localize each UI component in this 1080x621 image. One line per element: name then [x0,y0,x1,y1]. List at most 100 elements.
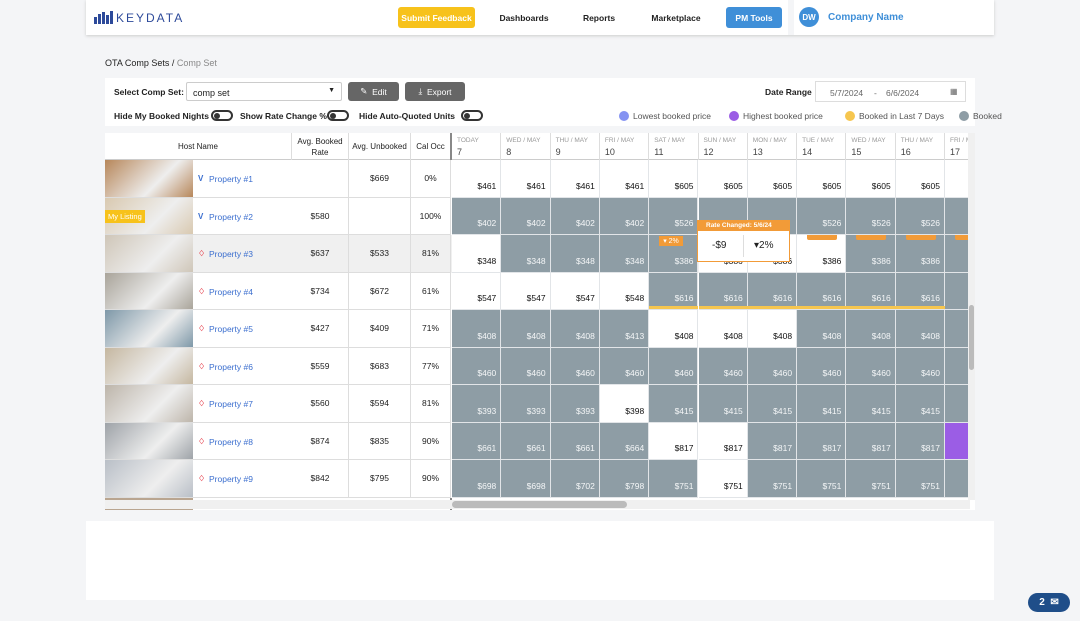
rate-change-badge: ▾ 2% [659,236,683,246]
date-day: WED / MAY [851,137,886,144]
nav-link[interactable]: Dashboards [499,12,549,23]
property-name[interactable]: Property #9 [209,474,253,484]
property-name[interactable]: Property #6 [209,361,253,372]
rate-cell: $751 [649,460,699,498]
row-avg-booked: $427 [292,310,349,348]
toggle-switch[interactable] [461,110,483,121]
v-scrollbar[interactable] [968,133,975,500]
chat-button[interactable]: 2 ✉ [1028,593,1070,612]
rate-cell: $408 [846,310,896,348]
popup-divider [743,235,744,257]
rate-cell: $616 [895,272,945,310]
rate-cell: $616 [846,272,896,310]
rate-cell: $798 [599,460,650,498]
rate-cell: $616 [698,272,748,310]
source-icon: V [198,174,204,183]
rate-cell: $402 [550,197,600,235]
h-thumb[interactable] [452,501,627,508]
date-number: 12 [703,147,714,157]
date-sep [648,133,650,160]
nav-link[interactable]: Reports [582,12,616,23]
row-occ: 71% [411,310,451,348]
source-icon: ♢ [198,436,206,446]
property-name[interactable]: Property #8 [209,436,253,447]
rate-cell: $817 [698,422,748,460]
source-icon: ♢ [198,361,206,371]
rate-cell: $460 [895,347,945,385]
property-name[interactable]: Property #7 [209,399,253,409]
date-number: 17 [950,147,961,157]
rate-cell: $461 [452,160,502,198]
crumb-parent[interactable]: OTA Comp Sets [105,58,170,68]
row-line [105,271,451,273]
property-name[interactable]: Property #4 [209,286,253,297]
row-occ: 81% [411,385,451,423]
row-line [105,196,451,198]
rate-cell: $661 [501,422,551,460]
toggle-row: Hide My Booked Nights Show Rate Change % H… [105,109,1002,125]
property-photo [105,160,193,197]
rate-cell: $386 [846,235,896,273]
property-name[interactable]: Property #1 [209,174,253,184]
v-thumb[interactable] [969,305,974,370]
source-icon: ♢ [198,324,206,333]
rate-cell: $415 [747,385,798,423]
legend-label: Booked in Last 7 Days [859,111,945,121]
nav-active[interactable]: PM Tools [726,7,782,28]
rate-cell: $702 [550,460,600,498]
recent-booking-bar [698,306,748,309]
row-avg-booked: $580 [292,197,349,235]
date-number: 11 [654,147,664,157]
feedback-button[interactable]: Submit Feedback [398,7,475,28]
property-name[interactable]: Property #3 [209,249,253,259]
recent-booking-bar [895,306,945,309]
column-header: Avg. Booked Rate [292,133,349,160]
export-button[interactable]: ⤓ Export [405,82,465,101]
toggle-switch[interactable] [211,110,233,121]
chat-count: 2 [1039,597,1045,608]
rate-cell: $460 [846,347,896,385]
property-name[interactable]: Property #2 [209,211,253,222]
row-line [105,346,451,348]
company-name[interactable]: Company Name [828,12,904,23]
navbar: KEYDATA Submit Feedback Dashboards Repor… [86,0,994,35]
source-icon: ♢ [198,249,206,258]
date-sep [598,133,600,160]
row-avg-unbooked: $594 [349,385,411,423]
source-icon: ♢ [198,474,206,483]
rate-cell: $817 [797,422,847,460]
row-avg-booked [292,160,349,198]
legend-dot [729,111,739,121]
property-photo [105,385,193,422]
rate-cell: $460 [501,347,551,385]
date-day: FRI / MAY [950,137,975,144]
edit-button[interactable]: ✎ Edit [348,82,399,101]
row-avg-unbooked [349,197,411,235]
comp-set-select[interactable]: comp set ▼ [186,82,342,101]
legend-label: Booked [973,111,1002,121]
date-range[interactable]: 5/7/2024-6/6/2024 ▦ [815,81,966,102]
rate-change-flag [955,235,975,240]
rate-cell: $408 [895,310,945,348]
rate-cell: $661 [550,422,600,460]
row-avg-unbooked: $409 [349,310,411,348]
toggle-label: Show Rate Change % [240,111,327,121]
h-scrollbar[interactable] [105,500,970,509]
date-sep [549,133,551,160]
rate-cell: $605 [797,160,847,198]
row-avg-unbooked: $672 [349,272,411,310]
popup-title: Rate Changed: 5/6/24 [698,221,789,231]
rate-cell: $547 [501,272,551,310]
rate-cell: $605 [747,160,798,198]
date-sep [944,133,945,160]
legend-dot [619,111,629,121]
avatar[interactable]: DW [799,7,819,27]
rate-cell: $461 [501,160,551,198]
date-number: 16 [900,147,911,157]
rate-cell: $605 [698,160,748,198]
toggle-switch[interactable] [327,110,349,121]
nav-link[interactable]: Marketplace [651,12,701,23]
property-name[interactable]: Property #5 [209,324,253,334]
rate-cell: $402 [452,197,502,235]
comp-table: Host Name Avg. Booked Rate Avg. Unbooked Ca… [105,133,975,510]
